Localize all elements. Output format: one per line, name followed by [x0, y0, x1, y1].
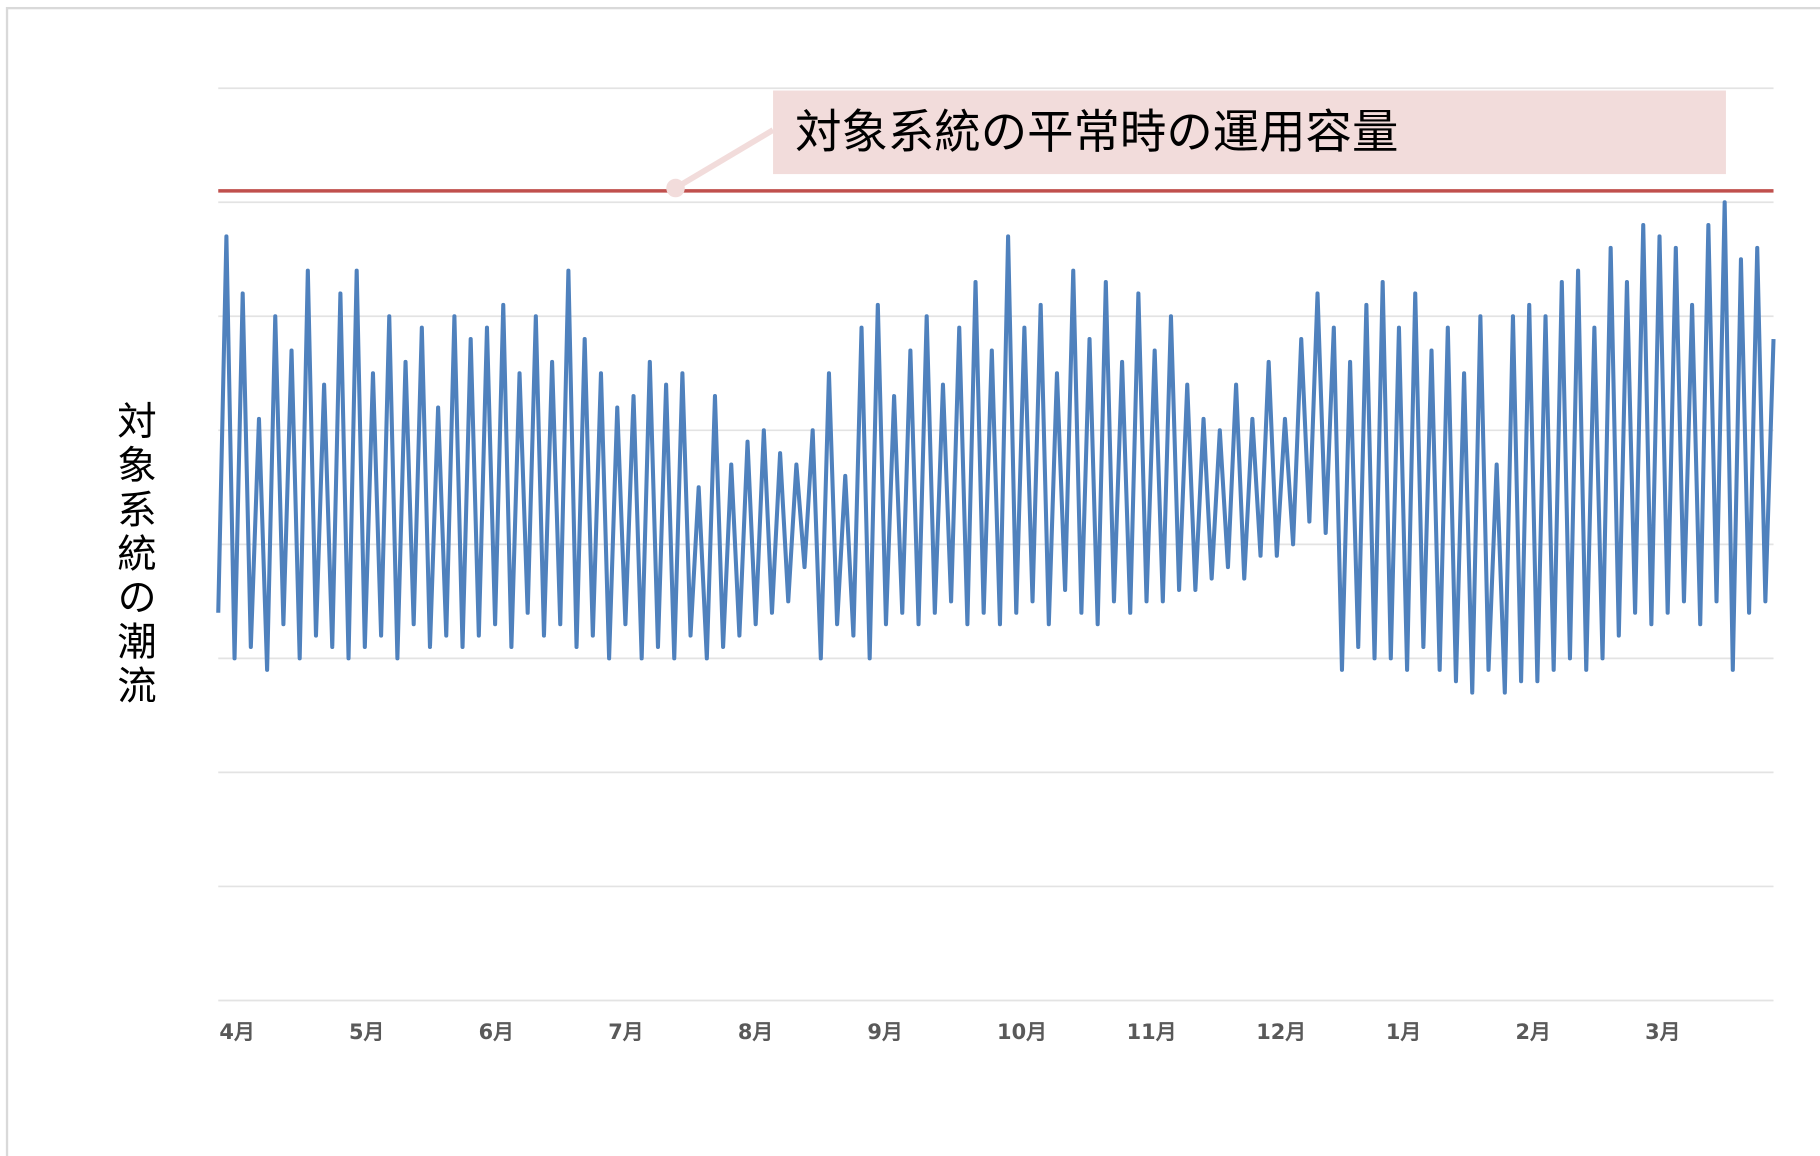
x-tick-label: 12月 — [1256, 1020, 1306, 1044]
x-tick-label: 4月 — [219, 1020, 254, 1044]
frame — [5, 6, 1820, 1156]
y-axis-label: 対象系統の潮流 — [111, 400, 157, 709]
annotation: 対象系統の平常時の運用容量 — [666, 90, 1726, 198]
data-line — [216, 200, 1776, 695]
x-tick-label: 11月 — [1127, 1020, 1177, 1044]
x-tick-label: 1月 — [1386, 1020, 1421, 1044]
x-tick-label: 7月 — [608, 1020, 643, 1044]
x-tick-label: 5月 — [349, 1020, 384, 1044]
x-tick-label: 8月 — [738, 1020, 773, 1044]
plot — [216, 189, 1776, 695]
leader-dot — [666, 178, 685, 198]
annotation-text: 対象系統の平常時の運用容量 — [795, 105, 1398, 159]
leader-line — [674, 127, 775, 191]
x-tick-label: 6月 — [479, 1020, 514, 1044]
annotation-box — [773, 90, 1726, 175]
x-tick-label: 2月 — [1515, 1020, 1550, 1044]
x-tick-label: 9月 — [867, 1020, 902, 1044]
x-tick-label: 10月 — [997, 1020, 1047, 1044]
x-tick-label: 3月 — [1645, 1020, 1680, 1044]
